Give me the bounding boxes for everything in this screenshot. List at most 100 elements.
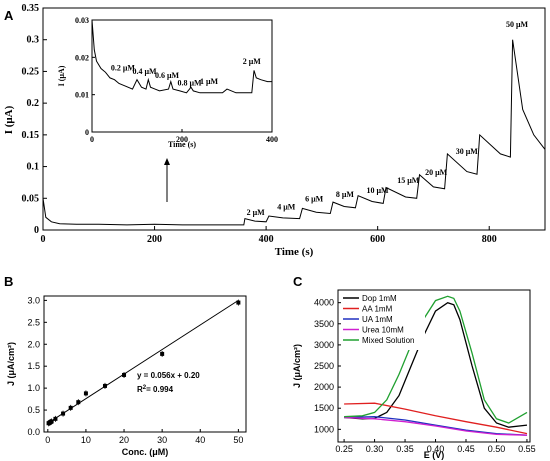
panel-c-legend-label: Urea 10mM xyxy=(362,326,404,335)
panel-b-label: B xyxy=(4,274,13,289)
inset-step-annotation: 2 μM xyxy=(243,57,262,66)
panel-a-chart: 0 0.05 0.1 0.15 0.2 0.25 0.3 0.35 0 200 400 600 800… xyxy=(3,3,546,258)
panel-b-y-tick-label: 1.5 xyxy=(27,361,40,371)
panel-c-x-tick-label: 0.40 xyxy=(427,444,445,454)
inset-y-tick-label: 0 xyxy=(85,128,89,137)
inset-y-tick-label: 0.02 xyxy=(75,53,89,62)
inset-step-annotation: 0.6 μM xyxy=(155,71,180,80)
panel-a-y-tick-label: 0.25 xyxy=(22,66,40,77)
panel-c-x-tick-label: 0.35 xyxy=(396,444,414,454)
panel-a-x-tick-label: 400 xyxy=(259,234,274,245)
panel-c-legend-label: Dop 1mM xyxy=(362,294,397,303)
panel-c-series-line xyxy=(344,402,528,435)
panel-c-x-tick-label: 0.55 xyxy=(518,444,536,454)
panel-c-y-tick-label: 1000 xyxy=(314,424,334,434)
panel-b-data-point xyxy=(68,405,73,410)
panel-b-data-point xyxy=(122,372,127,377)
panel-b-y-tick-label: 3.0 xyxy=(27,295,40,305)
panel-a-label: A xyxy=(4,8,14,23)
panel-a-x-axis-label: Time (s) xyxy=(275,246,314,258)
inset-x-tick-label: 0 xyxy=(90,135,94,144)
panel-c-legend-label: Mixed Solution xyxy=(362,336,414,345)
panel-b-x-tick-label: 40 xyxy=(195,435,205,445)
inset-step-annotation: 0.2 μM xyxy=(111,63,136,72)
panel-a-y-tick-label: 0 xyxy=(34,225,39,236)
panel-b-x-axis-label: Conc. (μM) xyxy=(122,447,169,457)
panel-c-y-tick-label: 4000 xyxy=(314,298,334,308)
panel-b-plot-frame xyxy=(43,295,247,433)
panel-b-x-tick-label: 0 xyxy=(45,435,50,445)
panel-a-y-tick-label: 0.15 xyxy=(22,130,40,141)
panel-a-y-tick-label: 0.1 xyxy=(27,162,40,173)
panel-c-y-axis-label: J (μA/cm²) xyxy=(292,344,302,388)
panel-a-y-axis-label: I (μA) xyxy=(3,105,15,134)
panel-c-x-tick-label: 0.50 xyxy=(488,444,506,454)
panel-c-y-tick-label: 3500 xyxy=(314,319,334,329)
panel-a-inset: 0 0.01 0.02 0.03 0 200 400 0.2 μM0.4 μM0.6 μM… xyxy=(57,16,278,149)
panel-b-data-point xyxy=(83,391,88,396)
panel-b-data-point xyxy=(236,300,241,305)
panel-b-y-tick-label: 0.0 xyxy=(27,427,40,437)
panel-a-x-tick-label: 0 xyxy=(41,234,46,245)
panel-c-series-line xyxy=(344,295,528,424)
inset-series-line xyxy=(91,19,272,94)
panel-b-x-tick-label: 10 xyxy=(81,435,91,445)
panel-a-x-tick-label: 600 xyxy=(370,234,385,245)
panel-b-r-squared: R2= 0.994 xyxy=(137,385,174,394)
panel-a-step-annotation: 6 μM xyxy=(305,194,324,203)
panel-a-series-line xyxy=(42,39,546,226)
panel-a-step-annotation: 4 μM xyxy=(277,203,296,212)
panel-c-chart: 1000 1500 2000 2500 3000 3500 4000 0.25 0.30 0.3… xyxy=(292,289,536,460)
panel-a-x-tick-label: 800 xyxy=(482,234,497,245)
panel-c-legend-label: UA 1mM xyxy=(362,315,393,324)
panel-a-y-tick-label: 0.35 xyxy=(22,3,40,14)
panel-c-x-tick-label: 0.45 xyxy=(457,444,475,454)
panel-b-x-tick-label: 20 xyxy=(119,435,129,445)
panel-a-step-annotation: 50 μM xyxy=(506,20,529,29)
panel-a-y-tick-label: 0.05 xyxy=(22,193,40,204)
panel-b-fit-line xyxy=(47,299,239,424)
panel-c-x-tick-label: 0.30 xyxy=(366,444,384,454)
panel-b-data-point xyxy=(53,416,58,421)
inset-y-tick-label: 0.03 xyxy=(75,16,89,25)
panel-c-y-tick-label: 2000 xyxy=(314,382,334,392)
panel-a-step-annotation: 8 μM xyxy=(336,190,355,199)
panel-b-y-tick-label: 2.0 xyxy=(27,339,40,349)
panel-b-x-tick-label: 30 xyxy=(157,435,167,445)
inset-step-annotation: 0.8 μM xyxy=(178,78,203,87)
panel-b-y-tick-label: 2.5 xyxy=(27,317,40,327)
panel-b-y-axis-label: J (μA/cm²) xyxy=(6,342,16,386)
panel-a-step-annotation: 30 μM xyxy=(456,147,479,156)
panel-a-y-tick-label: 0.2 xyxy=(27,98,40,109)
panel-a-step-annotation: 15 μM xyxy=(397,176,420,185)
inset-x-axis-label: Time (s) xyxy=(168,140,196,149)
panel-c-y-tick-label: 1500 xyxy=(314,403,334,413)
panel-b-y-tick-label: 1.0 xyxy=(27,383,40,393)
panel-b-y-tick-label: 0.5 xyxy=(27,405,40,415)
inset-x-tick-label: 200 xyxy=(176,135,188,144)
inset-y-tick-label: 0.01 xyxy=(75,91,89,100)
inset-x-tick-label: 400 xyxy=(266,135,278,144)
panel-c-label: C xyxy=(293,274,303,289)
panel-b-fit-equation: y = 0.056x + 0.20 xyxy=(137,371,200,380)
panel-a-step-annotation: 2 μM xyxy=(247,208,266,217)
panel-b-data-point xyxy=(160,351,165,356)
panel-c-x-axis-label: E (V) xyxy=(424,450,445,460)
panel-a-arrowhead xyxy=(164,158,170,165)
panel-c-series-line xyxy=(344,301,528,428)
panel-a-plot-frame xyxy=(42,7,546,231)
panel-a-step-annotation: 10 μM xyxy=(367,186,390,195)
panel-a-y-tick-label: 0.3 xyxy=(27,35,40,46)
panel-c-x-tick-label: 0.25 xyxy=(335,444,353,454)
panel-b-data-point xyxy=(61,411,66,416)
inset-step-annotation: 1 μM xyxy=(200,77,219,86)
panel-a-step-annotation: 20 μM xyxy=(425,168,448,177)
panel-b-data-point xyxy=(76,400,81,405)
panel-a-x-tick-label: 200 xyxy=(147,234,162,245)
panel-b-chart: 0.0 0.5 1.0 1.5 2.0 2.5 3.0 0 10 20 30 40 50 Conc. … xyxy=(6,295,247,457)
panel-c-y-tick-label: 2500 xyxy=(314,361,334,371)
panel-b-data-point xyxy=(102,383,107,388)
panel-b-data-point xyxy=(49,419,54,424)
panel-c-series-line xyxy=(344,416,528,436)
